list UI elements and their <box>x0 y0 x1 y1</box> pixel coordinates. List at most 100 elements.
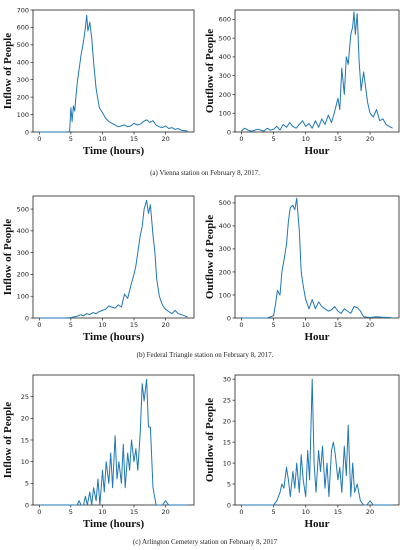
y-axis-label: Outflow of People <box>204 398 216 482</box>
x-axis-label: Hour <box>304 518 329 530</box>
series-line <box>39 14 188 133</box>
y-tick-label: 600 <box>17 24 29 32</box>
y-axis-label: Outflow of People <box>204 215 216 299</box>
y-tick-label: 10 <box>21 458 29 466</box>
x-tick-label: 0 <box>37 135 41 143</box>
caption-a: (a) Vienna station on February 8, 2017. <box>150 169 260 177</box>
chart-panel-c-outflow: 0 5 10 15 20 0 5 10 15 20 25 30 Hour Outflow of Peopl… <box>204 374 400 530</box>
x-tick-label: 10 <box>98 321 106 329</box>
y-tick-label: 400 <box>219 53 231 61</box>
y-tick-label: 500 <box>17 205 29 213</box>
x-tick-label: 20 <box>161 135 169 143</box>
y-tick-label: 100 <box>17 293 29 301</box>
y-tick-label: 20 <box>223 417 231 425</box>
y-tick-label: 300 <box>219 72 231 80</box>
y-axis-label: Inflow of People <box>2 402 14 479</box>
plot-frame <box>234 374 400 506</box>
y-tick-label: 25 <box>223 396 231 404</box>
x-tick-label: 15 <box>334 508 342 516</box>
y-axis-label: Inflow of People <box>2 33 14 110</box>
y-tick-label: 15 <box>21 436 29 444</box>
y-tick-label: 15 <box>223 438 231 446</box>
y-tick-label: 0 <box>227 501 231 509</box>
x-axis-label: Time (hours) <box>83 518 145 530</box>
series-line <box>241 378 393 506</box>
y-tick-label: 300 <box>17 76 29 84</box>
y-tick-label: 0 <box>25 501 29 509</box>
series-line <box>39 378 188 506</box>
y-tick-label: 100 <box>219 291 231 299</box>
series-line <box>241 197 393 319</box>
x-tick-label: 5 <box>69 321 73 329</box>
y-tick-label: 20 <box>21 415 29 423</box>
x-tick-label: 20 <box>366 321 374 329</box>
y-axis-label: Outflow of People <box>204 29 216 113</box>
caption-c: (c) Arlington Cemetery station on Februa… <box>133 538 278 546</box>
y-tick-label: 500 <box>219 34 231 42</box>
x-axis-label: Hour <box>304 331 329 343</box>
y-tick-label: 200 <box>219 268 231 276</box>
x-tick-label: 10 <box>98 135 106 143</box>
y-tick-label: 200 <box>17 271 29 279</box>
x-tick-label: 5 <box>69 508 73 516</box>
x-tick-label: 0 <box>239 321 243 329</box>
chart-panel-c-inflow: 0 5 10 15 20 0 5 10 15 20 25 Time (hours) Inflow of … <box>2 374 195 530</box>
x-tick-label: 5 <box>272 508 276 516</box>
x-tick-label: 5 <box>272 321 276 329</box>
y-tick-label: 0 <box>25 128 29 136</box>
x-tick-label: 15 <box>334 321 342 329</box>
y-tick-label: 0 <box>227 314 231 322</box>
y-tick-label: 400 <box>17 227 29 235</box>
x-tick-label: 15 <box>130 321 138 329</box>
x-tick-label: 15 <box>334 135 342 143</box>
x-axis-label: Time (hours) <box>83 145 145 157</box>
y-tick-label: 100 <box>17 111 29 119</box>
y-tick-label: 0 <box>25 314 29 322</box>
y-tick-label: 400 <box>17 59 29 67</box>
y-tick-label: 30 <box>223 375 231 383</box>
x-tick-label: 0 <box>239 135 243 143</box>
plot-frame <box>234 195 400 319</box>
plot-frame <box>32 374 195 506</box>
x-tick-label: 20 <box>366 135 374 143</box>
series-line <box>241 11 393 132</box>
series-line <box>39 199 188 319</box>
x-axis-label: Time (hours) <box>83 331 145 343</box>
x-tick-label: 0 <box>37 508 41 516</box>
x-axis-label: Hour <box>304 145 329 157</box>
y-tick-label: 400 <box>219 222 231 230</box>
plot-frame <box>32 195 195 319</box>
y-axis-label: Inflow of People <box>2 219 14 296</box>
y-tick-label: 100 <box>219 110 231 118</box>
y-tick-label: 500 <box>17 41 29 49</box>
y-tick-label: 200 <box>17 93 29 101</box>
y-tick-label: 200 <box>219 91 231 99</box>
y-tick-label: 300 <box>17 249 29 257</box>
x-tick-label: 10 <box>98 508 106 516</box>
y-tick-label: 700 <box>17 6 29 14</box>
y-tick-label: 5 <box>227 480 231 488</box>
x-tick-label: 15 <box>130 508 138 516</box>
x-tick-label: 20 <box>161 508 169 516</box>
x-tick-label: 5 <box>272 135 276 143</box>
x-tick-label: 5 <box>69 135 73 143</box>
y-tick-label: 300 <box>219 245 231 253</box>
x-tick-label: 15 <box>130 135 138 143</box>
x-tick-label: 20 <box>161 321 169 329</box>
plot-frame <box>32 9 195 133</box>
plot-frame <box>234 9 400 133</box>
x-tick-label: 20 <box>366 508 374 516</box>
x-tick-label: 10 <box>302 135 310 143</box>
x-tick-label: 0 <box>37 321 41 329</box>
x-tick-label: 10 <box>302 321 310 329</box>
y-tick-label: 0 <box>227 128 231 136</box>
x-tick-label: 0 <box>239 508 243 516</box>
y-tick-label: 5 <box>25 480 29 488</box>
y-tick-label: 500 <box>219 199 231 207</box>
caption-b: (b) Federal Triangle station on February… <box>137 351 274 359</box>
